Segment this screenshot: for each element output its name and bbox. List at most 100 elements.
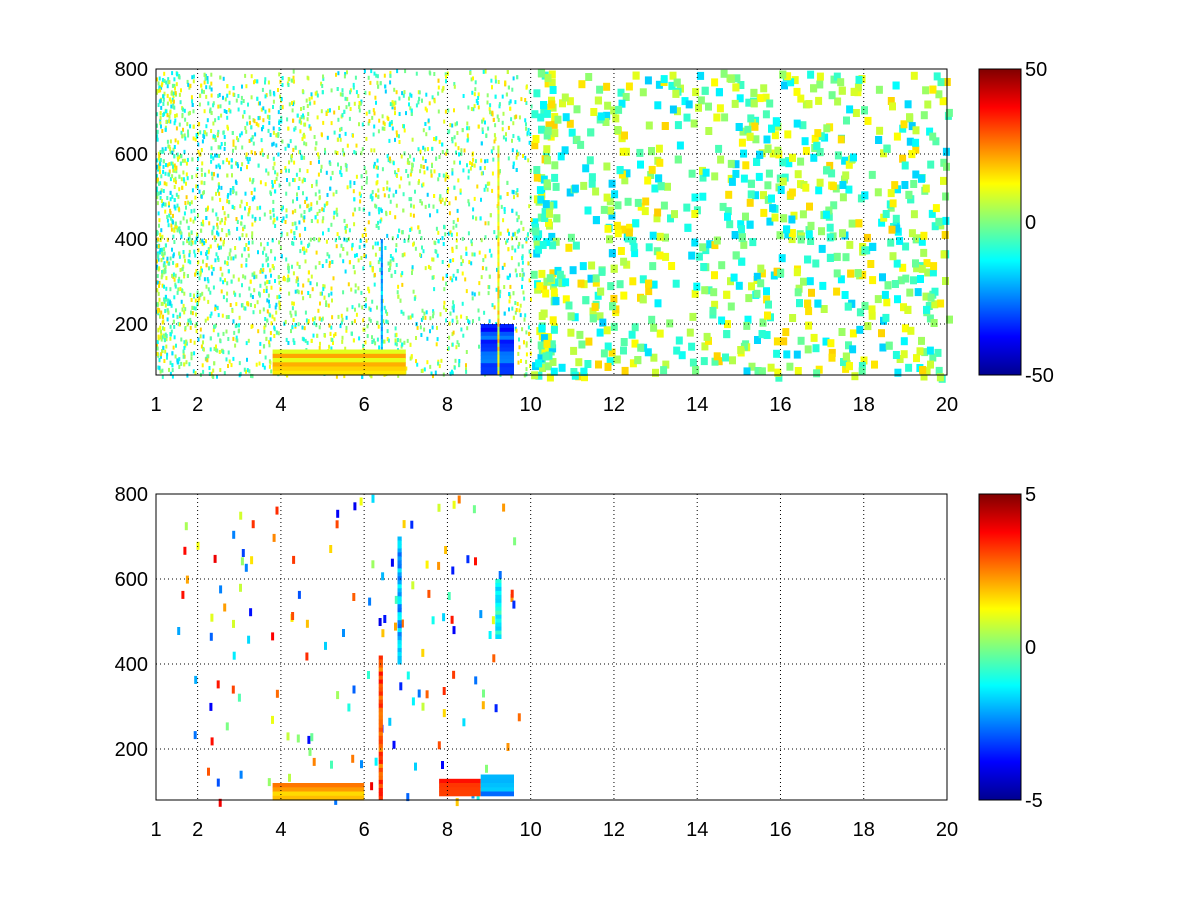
heatmap-cell — [531, 141, 539, 150]
heatmap-cell — [470, 261, 473, 266]
heatmap-cell — [525, 239, 528, 244]
heatmap-feature-cell — [380, 315, 383, 320]
heatmap-cell — [200, 344, 203, 349]
heatmap-cell — [342, 290, 345, 295]
heatmap-cell — [318, 325, 321, 330]
heatmap-cell — [157, 81, 160, 86]
heatmap-cell — [303, 246, 305, 251]
heatmap-cell — [467, 318, 470, 323]
heatmap-feature-cell — [439, 787, 481, 793]
heatmap-feature-cell — [480, 331, 514, 337]
heatmap-cell — [300, 107, 302, 111]
heatmap-cell — [546, 274, 554, 283]
heatmap-feature-cell — [397, 552, 402, 557]
heatmap-cell — [192, 369, 195, 374]
heatmap-cell — [381, 126, 384, 131]
heatmap-cell — [274, 170, 277, 175]
heatmap-cell — [207, 287, 210, 292]
heatmap-cell — [173, 105, 176, 110]
heatmap-cell — [275, 302, 278, 307]
heatmap-cell — [913, 354, 920, 363]
heatmap-feature-cell — [380, 303, 383, 308]
heatmap-feature-cell — [497, 250, 500, 255]
heatmap-cell — [284, 166, 287, 170]
heatmap-cell — [701, 286, 709, 295]
heatmap-cell — [235, 161, 237, 166]
heatmap-cell — [478, 281, 481, 286]
heatmap-cell — [368, 109, 371, 114]
heatmap-cell — [371, 266, 374, 271]
heatmap-cell — [407, 238, 410, 243]
heatmap-cell — [854, 88, 862, 97]
heatmap-cell — [395, 203, 398, 208]
heatmap-cell — [511, 138, 513, 143]
heatmap-cell — [395, 90, 398, 95]
heatmap-cell — [353, 222, 356, 227]
heatmap-cell — [360, 99, 363, 104]
heatmap-cell — [581, 373, 588, 382]
heatmap-cell — [252, 310, 255, 315]
heatmap-cell — [466, 326, 469, 331]
heatmap-cell — [507, 125, 510, 130]
heatmap-cell — [432, 311, 435, 316]
heatmap-cell — [440, 358, 443, 363]
heatmap-cell — [475, 98, 478, 103]
heatmap-cell — [732, 160, 740, 169]
heatmap-feature-cell — [397, 608, 402, 613]
heatmap-cell — [191, 188, 194, 193]
heatmap-feature-cell — [495, 606, 502, 612]
heatmap-feature-cell — [497, 222, 500, 227]
heatmap-cell — [467, 105, 470, 110]
heatmap-cell — [192, 136, 195, 141]
heatmap-cell — [353, 197, 356, 202]
heatmap-feature-cell — [497, 193, 500, 199]
heatmap-cell — [868, 170, 876, 179]
heatmap-cell — [333, 210, 336, 215]
heatmap-feature-cell — [480, 355, 514, 360]
heatmap-cell — [443, 305, 445, 310]
heatmap-cell — [205, 75, 208, 80]
heatmap-cell — [425, 92, 428, 97]
heatmap-cell — [490, 149, 493, 154]
heatmap-cell — [320, 291, 323, 296]
heatmap-cell — [326, 193, 329, 197]
heatmap-cell — [191, 175, 194, 180]
heatmap-cell — [410, 111, 413, 116]
heatmap-cell — [165, 344, 168, 349]
heatmap-cell — [241, 233, 244, 238]
heatmap-cell — [530, 270, 538, 279]
heatmap-cell — [513, 537, 517, 546]
heatmap-cell — [193, 74, 195, 79]
heatmap-cell — [382, 339, 385, 344]
heatmap-cell — [480, 238, 483, 243]
heatmap-cell — [515, 168, 518, 172]
heatmap-cell — [225, 722, 229, 731]
heatmap-cell — [216, 374, 218, 379]
heatmap-cell — [182, 303, 185, 308]
heatmap-cell — [781, 81, 788, 90]
heatmap-cell — [401, 342, 404, 347]
heatmap-cell — [810, 84, 818, 93]
heatmap-cell — [304, 259, 307, 264]
heatmap-cell — [279, 105, 282, 110]
heatmap-cell — [757, 279, 765, 288]
heatmap-cell — [162, 94, 165, 99]
heatmap-cell — [387, 158, 390, 163]
heatmap-cell — [470, 242, 473, 247]
heatmap-feature-cell — [497, 181, 500, 187]
heatmap-feature-cell — [272, 366, 406, 372]
heatmap-cell — [358, 336, 361, 341]
heatmap-cell — [350, 331, 353, 336]
heatmap-cell — [442, 173, 445, 178]
heatmap-cell — [228, 231, 231, 236]
heatmap-feature-cell — [397, 632, 402, 637]
heatmap-cell — [445, 74, 447, 79]
heatmap-cell — [360, 760, 363, 769]
heatmap-cell — [415, 359, 417, 364]
heatmap-cell — [212, 285, 215, 290]
heatmap-feature-cell — [380, 339, 383, 344]
heatmap-cell — [329, 162, 332, 166]
heatmap-cell — [325, 201, 328, 206]
heatmap-cell — [308, 97, 311, 102]
heatmap-cell — [241, 549, 245, 557]
